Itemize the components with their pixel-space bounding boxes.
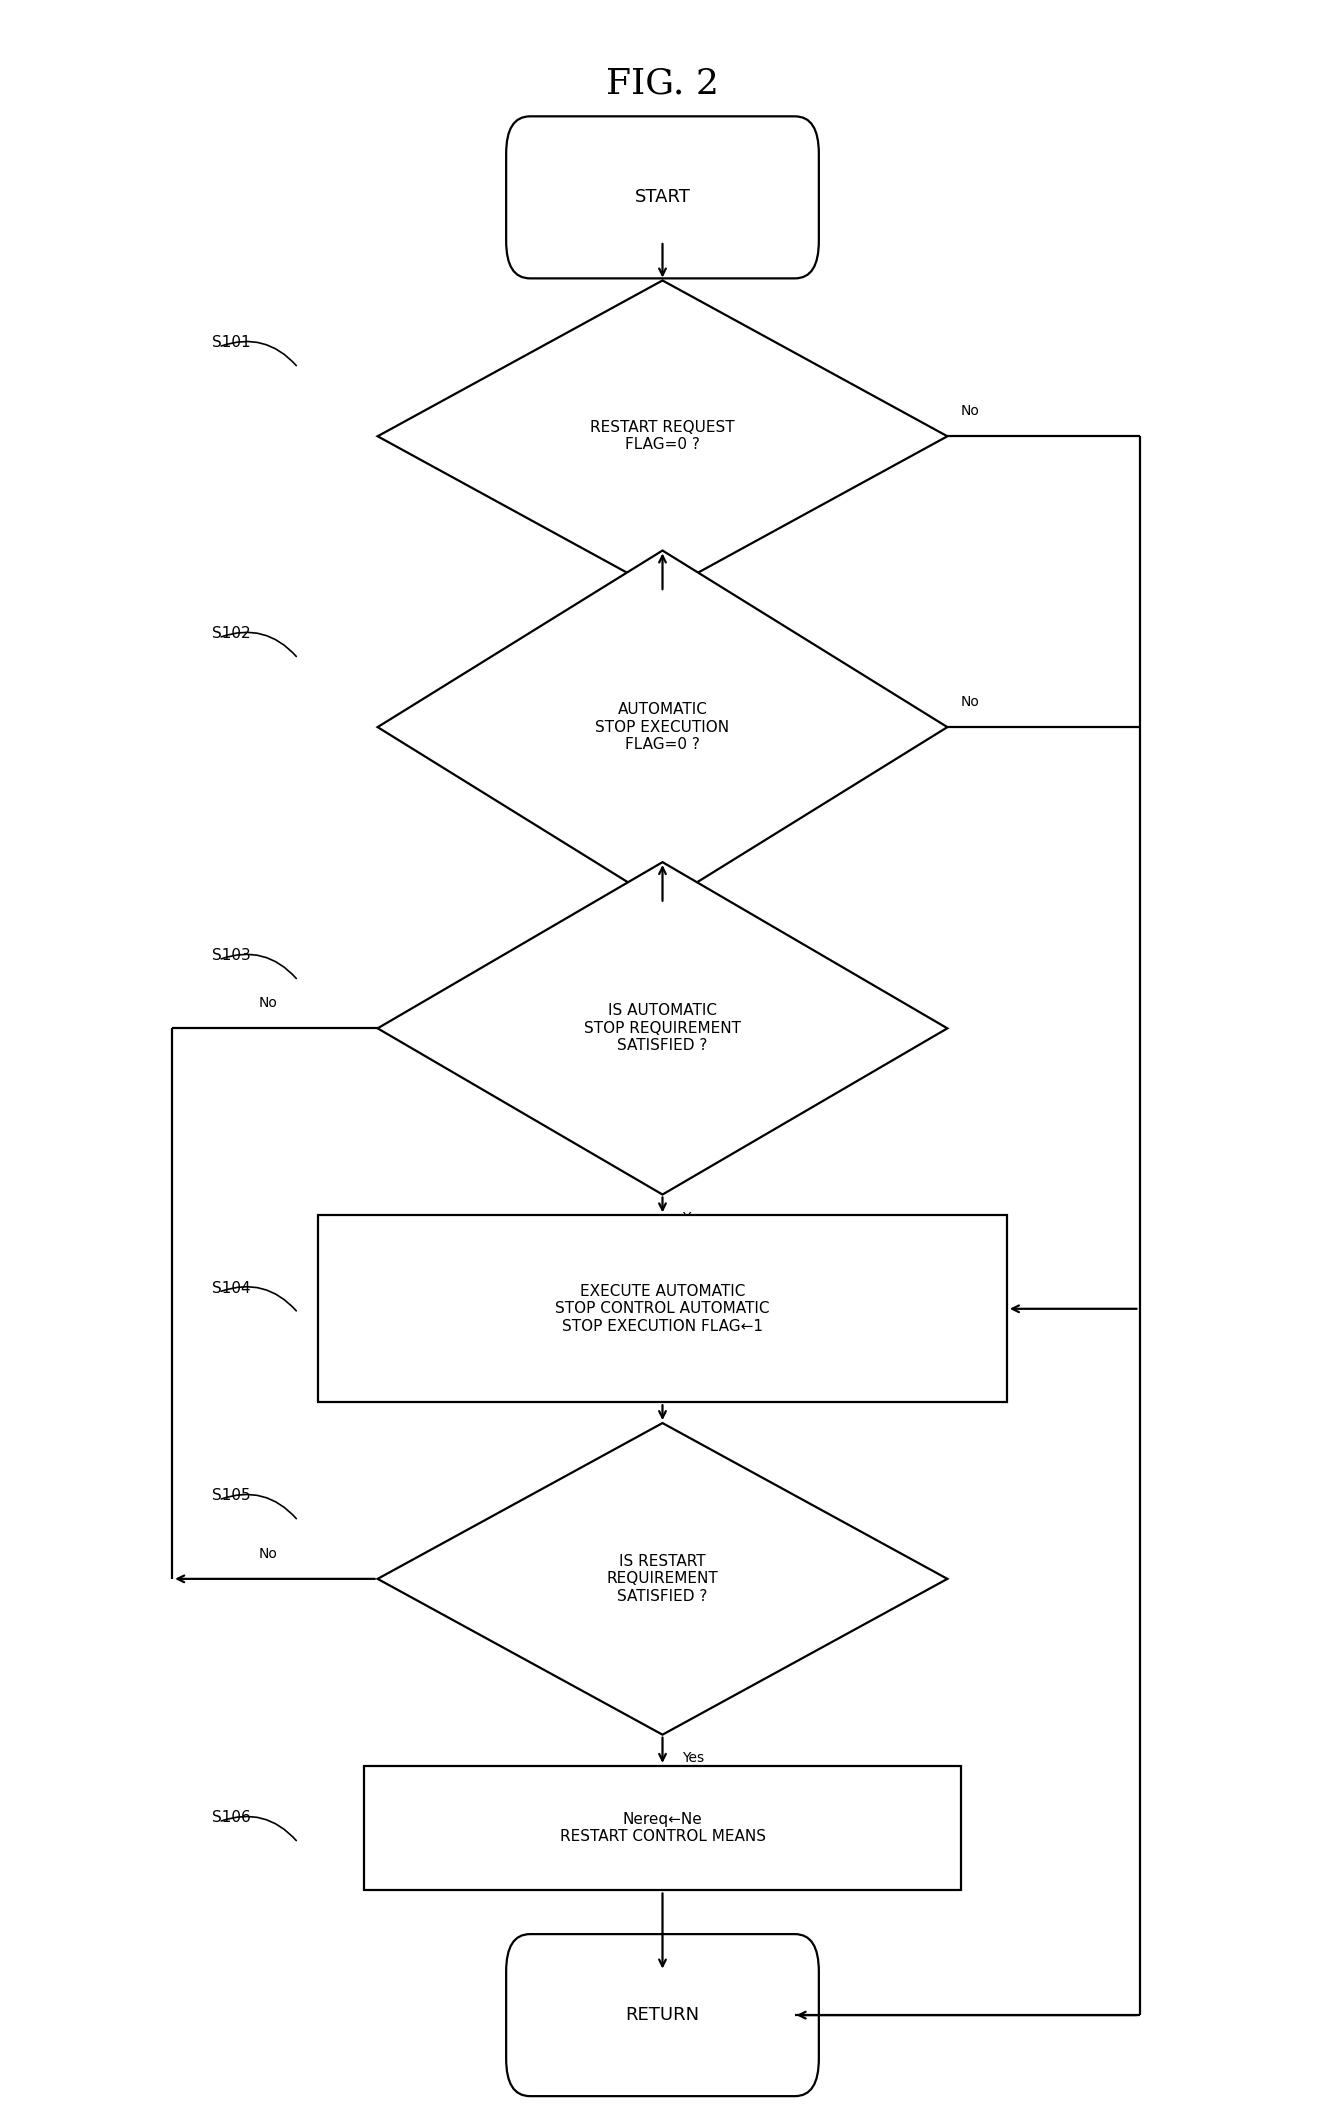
- Text: S103: S103: [212, 947, 250, 964]
- FancyBboxPatch shape: [506, 117, 819, 278]
- Text: Yes: Yes: [682, 920, 705, 934]
- Text: S106: S106: [212, 1810, 250, 1824]
- Text: IS AUTOMATIC
STOP REQUIREMENT
SATISFIED ?: IS AUTOMATIC STOP REQUIREMENT SATISFIED …: [584, 1004, 741, 1053]
- Text: No: No: [258, 1547, 277, 1562]
- Text: No: No: [961, 695, 979, 710]
- Bar: [364, 1765, 961, 1890]
- Bar: [318, 1216, 1007, 1403]
- FancyBboxPatch shape: [506, 1935, 819, 2096]
- Text: No: No: [961, 405, 979, 417]
- Text: Yes: Yes: [682, 1750, 705, 1765]
- Polygon shape: [378, 1424, 947, 1735]
- Text: Nereq←Ne
RESTART CONTROL MEANS: Nereq←Ne RESTART CONTROL MEANS: [559, 1812, 766, 1844]
- Text: S101: S101: [212, 335, 250, 350]
- Text: Yes: Yes: [682, 608, 705, 623]
- Text: S104: S104: [212, 1280, 250, 1295]
- Text: EXECUTE AUTOMATIC
STOP CONTROL AUTOMATIC
STOP EXECUTION FLAG←1: EXECUTE AUTOMATIC STOP CONTROL AUTOMATIC…: [555, 1284, 770, 1333]
- Text: No: No: [258, 996, 277, 1011]
- Text: IS RESTART
REQUIREMENT
SATISFIED ?: IS RESTART REQUIREMENT SATISFIED ?: [607, 1553, 718, 1604]
- Text: FIG. 2: FIG. 2: [606, 66, 719, 100]
- Polygon shape: [378, 551, 947, 903]
- Text: S105: S105: [212, 1488, 250, 1502]
- Text: RETURN: RETURN: [625, 2007, 700, 2024]
- Polygon shape: [378, 862, 947, 1195]
- Text: AUTOMATIC
STOP EXECUTION
FLAG=0 ?: AUTOMATIC STOP EXECUTION FLAG=0 ?: [595, 701, 730, 752]
- Polygon shape: [378, 280, 947, 591]
- Text: RESTART REQUEST
FLAG=0 ?: RESTART REQUEST FLAG=0 ?: [590, 420, 735, 453]
- Text: Yes: Yes: [682, 1212, 705, 1225]
- Text: S102: S102: [212, 625, 250, 642]
- Text: START: START: [635, 189, 690, 206]
